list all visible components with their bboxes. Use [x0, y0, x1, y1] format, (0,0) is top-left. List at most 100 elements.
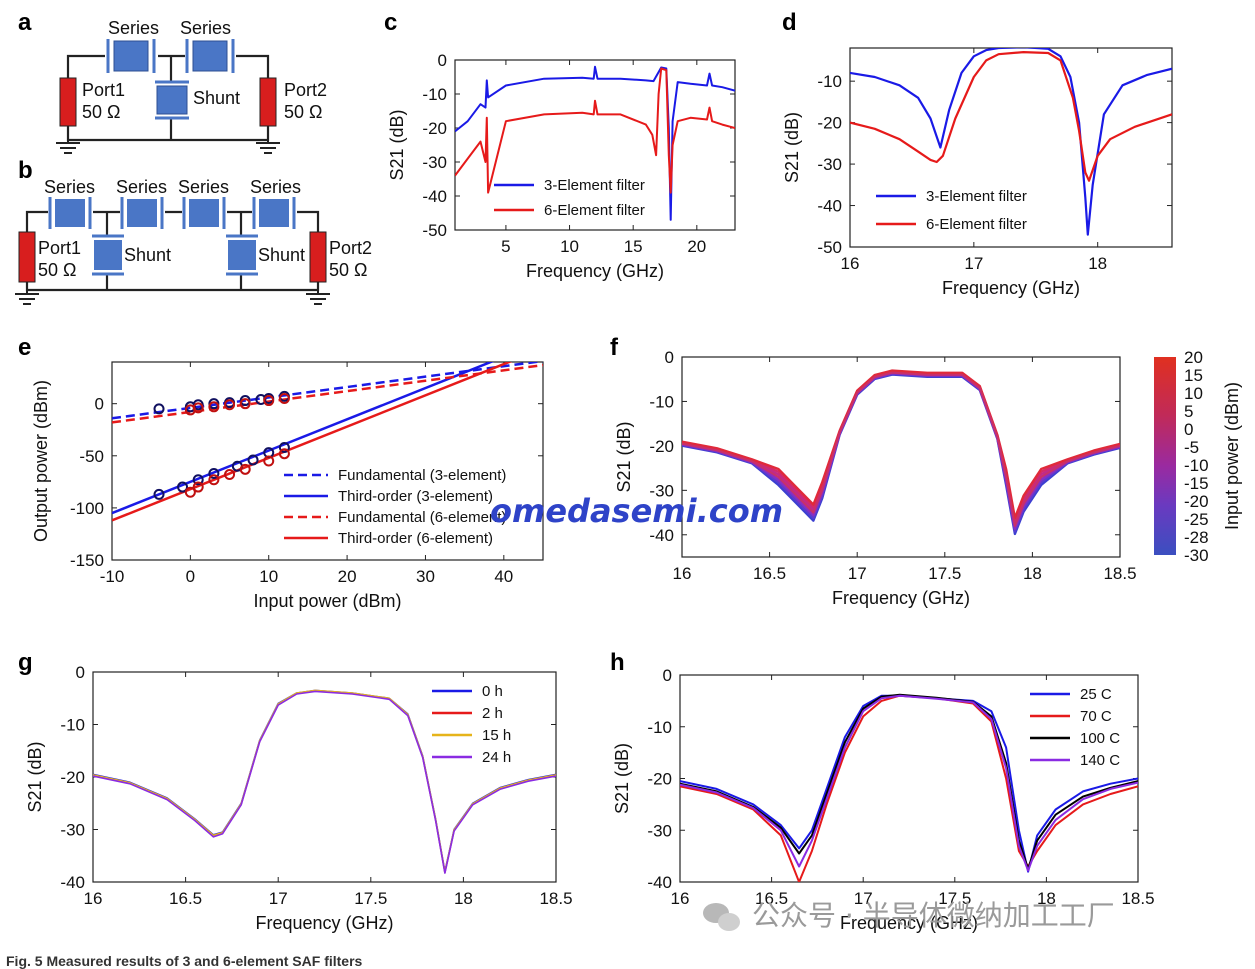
y-tick-label: 0: [438, 51, 447, 70]
plot-frame: [681, 356, 1121, 558]
series-label: Series: [178, 177, 229, 197]
impedance-label: 50 Ω: [82, 102, 120, 122]
y-tick-label: -10: [422, 85, 447, 104]
x-axis-label: Frequency (GHz): [526, 261, 664, 281]
y-tick-label: -10: [817, 72, 842, 91]
panel-label-g: g: [18, 649, 33, 676]
data-marker: [224, 399, 236, 411]
x-tick-label: -10: [100, 567, 125, 586]
legend-entry: 24 h: [482, 749, 511, 766]
impedance-label: 50 Ω: [38, 260, 76, 280]
data-marker: [153, 403, 165, 415]
x-tick-label: 18: [1088, 254, 1107, 273]
x-tick-label: 0: [186, 567, 195, 586]
x-tick-label: 30: [416, 567, 435, 586]
x-tick-label: 18: [1023, 564, 1042, 583]
legend-entry: 70 C: [1080, 708, 1112, 725]
y-tick-label: 0: [76, 663, 85, 682]
colorbar-tick-label: 15: [1184, 366, 1203, 385]
y-tick-label: -20: [649, 437, 674, 456]
x-tick-label: 20: [338, 567, 357, 586]
legend-entry: 6-Element filter: [926, 216, 1027, 233]
colorbar-tick-label: 5: [1184, 402, 1193, 421]
colorbar-tick-label: -15: [1184, 474, 1209, 493]
panel-label-f: f: [610, 334, 619, 361]
series-line: [850, 50, 1172, 182]
data-marker: [263, 395, 275, 407]
x-tick-label: 10: [560, 237, 579, 256]
shunt-resonator-a: [155, 80, 189, 120]
series-line: [682, 371, 1120, 527]
chart-h: 16 16.5 17 17.5 18 18.5 0 -10 -20 -30 -40 Frequency…: [612, 666, 1155, 933]
panel-label-e: e: [18, 334, 31, 361]
series-resonator-a2: [185, 39, 235, 73]
x-tick-label: 17: [848, 564, 867, 583]
series-label: Series: [108, 18, 159, 38]
impedance-label: 50 Ω: [284, 102, 322, 122]
legend-entry: Third-order (6-element): [338, 530, 493, 547]
legend-entry: Third-order (3-element): [338, 488, 493, 505]
legend-entry: 100 C: [1080, 730, 1120, 747]
y-tick-label: -20: [60, 768, 85, 787]
y-tick-label: -30: [817, 155, 842, 174]
watermark-site: omedasemi.com: [490, 492, 783, 530]
data-marker: [153, 488, 165, 500]
data-marker: [278, 448, 290, 460]
y-axis-label: S21 (dB): [25, 741, 45, 812]
y-tick-label: -50: [79, 447, 104, 466]
series-line: [680, 693, 1138, 871]
legend-entry: 140 C: [1080, 752, 1120, 769]
series-line: [112, 362, 513, 522]
y-axis-label: S21 (dB): [612, 743, 632, 814]
sweep-line: [682, 369, 1120, 520]
x-tick-label: 20: [687, 237, 706, 256]
colorbar-tick-label: -25: [1184, 510, 1209, 529]
x-tick-label: 18.5: [1103, 564, 1136, 583]
series-resonator-b: [48, 197, 296, 229]
colorbar-tick-label: -28: [1184, 528, 1209, 547]
series-line: [680, 694, 1138, 873]
series-line: [850, 48, 1172, 236]
x-tick-label: 40: [494, 567, 513, 586]
y-axis-label: S21 (dB): [387, 109, 407, 180]
colorbar-tick-label: 20: [1184, 348, 1203, 367]
legend-entry: 0 h: [482, 683, 503, 700]
schematic-a: [66, 54, 270, 142]
port2-block-b: [309, 231, 327, 283]
x-tick-label: 18: [1037, 889, 1056, 908]
series-line: [680, 694, 1138, 882]
panel-label-a: a: [18, 9, 32, 36]
data-marker: [208, 474, 220, 486]
y-tick-label: 0: [663, 666, 672, 685]
colorbar-label: Input power (dBm): [1222, 382, 1242, 530]
shunt-label: Shunt: [258, 245, 305, 265]
data-marker: [208, 468, 220, 480]
data-marker: [247, 454, 259, 466]
y-tick-label: -40: [817, 197, 842, 216]
y-tick-label: 0: [95, 395, 104, 414]
legend-entry: 2 h: [482, 705, 503, 722]
panel-label-c: c: [384, 9, 397, 36]
data-marker: [177, 481, 189, 493]
x-tick-label: 18.5: [1121, 889, 1154, 908]
data-marker: [224, 469, 236, 481]
y-tick-label: -40: [60, 873, 85, 892]
series-label: Series: [180, 18, 231, 38]
x-tick-label: 15: [624, 237, 643, 256]
x-tick-label: 16.5: [753, 564, 786, 583]
x-tick-label: 16.5: [755, 889, 788, 908]
series-line: [112, 363, 543, 424]
y-tick-label: -10: [647, 718, 672, 737]
data-marker: [239, 398, 251, 410]
port2-label: Port2: [329, 238, 372, 258]
watermark-wechat: 公众号 · 半导体微纳加工工厂: [752, 899, 1115, 932]
x-tick-label: 17.5: [354, 889, 387, 908]
legend-entry: 3-Element filter: [926, 188, 1027, 205]
colorbar-tick-label: 10: [1184, 384, 1203, 403]
data-marker: [278, 392, 290, 404]
x-tick-label: 10: [259, 567, 278, 586]
y-axis-label: S21 (dB): [782, 112, 802, 183]
y-tick-label: -20: [422, 119, 447, 138]
port1-block-a: [59, 77, 77, 127]
